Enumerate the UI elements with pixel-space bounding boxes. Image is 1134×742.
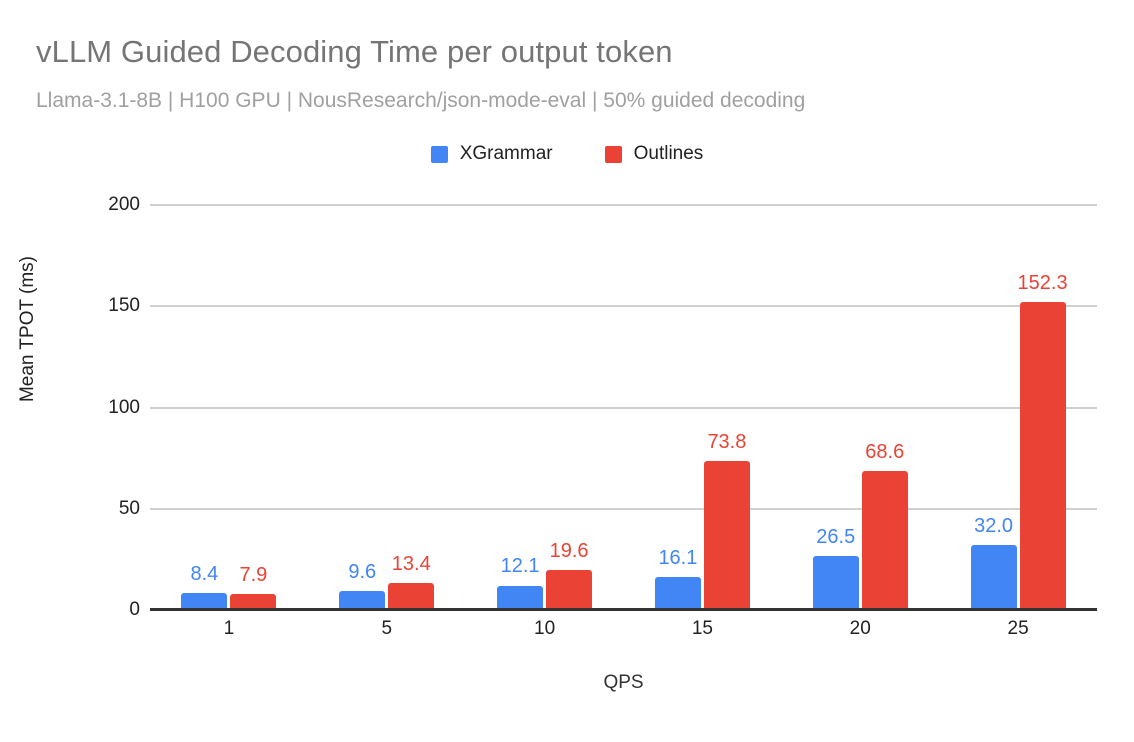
y-axis-tick-label: 50 — [118, 497, 140, 519]
bar-outlines-20[interactable] — [861, 471, 908, 610]
bar-value-label: 32.0 — [974, 515, 1014, 538]
y-axis-tick-label: 0 — [129, 599, 140, 620]
plot-area: 8.4 7.9 9.6 13.4 12.1 19.6 16.1 73.8 26.5 68.6 32.… — [150, 204, 1097, 610]
legend-item-xgrammar[interactable]: XGrammar — [430, 143, 553, 165]
chart-legend: XGrammar Outlines — [0, 143, 1134, 165]
gridline — [150, 507, 1097, 510]
legend-swatch-xgrammar — [430, 145, 448, 163]
x-axis-tick-label: 10 — [534, 618, 556, 639]
x-axis-tick-label: 20 — [849, 618, 871, 639]
legend-swatch-outlines — [604, 145, 622, 163]
bar-value-label: 73.8 — [707, 430, 747, 453]
legend-item-outlines[interactable]: Outlines — [604, 143, 704, 165]
bar-value-label: 26.5 — [816, 526, 856, 549]
y-axis-ticks: 0 50 100 150 200 — [0, 0, 150, 742]
x-axis-line — [150, 608, 1097, 611]
y-axis-tick-label: 150 — [108, 295, 140, 317]
bar-value-label: 9.6 — [348, 560, 377, 583]
y-axis-tick-label: 200 — [108, 194, 140, 215]
bar-outlines-10[interactable] — [546, 570, 593, 610]
bar-outlines-15[interactable] — [703, 460, 750, 610]
x-axis-tick-label: 1 — [223, 618, 235, 639]
gridline — [150, 305, 1097, 308]
x-axis-tick-label: 25 — [1007, 618, 1029, 639]
chart-subtitle: Llama-3.1-8B | H100 GPU | NousResearch/j… — [36, 89, 806, 112]
y-axis-tick-label: 100 — [108, 396, 140, 418]
x-axis-tick-label: 15 — [691, 618, 713, 639]
gridline — [150, 406, 1097, 409]
bar-xgrammar-15[interactable] — [654, 577, 701, 610]
legend-label-xgrammar: XGrammar — [459, 143, 553, 164]
bar-outlines-5[interactable] — [388, 582, 435, 610]
bar-value-label: 68.6 — [865, 441, 905, 464]
bar-value-label: 7.9 — [239, 564, 268, 586]
bar-outlines-25[interactable] — [1019, 301, 1066, 610]
bar-xgrammar-5[interactable] — [339, 590, 386, 610]
bar-value-label: 16.1 — [658, 547, 698, 570]
bar-xgrammar-20[interactable] — [812, 556, 859, 610]
bar-xgrammar-1[interactable] — [181, 593, 228, 610]
chart-title: vLLM Guided Decoding Time per output tok… — [36, 34, 673, 69]
y-axis-title: Mean TPOT (ms) — [17, 255, 38, 403]
bar-outlines-1[interactable] — [230, 594, 277, 610]
bar-value-label: 152.3 — [1017, 271, 1068, 294]
bar-xgrammar-25[interactable] — [970, 545, 1017, 610]
x-axis-ticks: 1 5 10 15 20 25 — [150, 618, 1097, 652]
x-axis-title: QPS — [603, 672, 644, 693]
bar-value-label: 19.6 — [549, 540, 589, 563]
x-axis-tick-label: 5 — [381, 618, 393, 639]
bar-value-label: 12.1 — [500, 555, 540, 578]
gridline — [150, 204, 1097, 206]
bar-value-label: 13.4 — [391, 552, 431, 575]
bar-value-label: 8.4 — [190, 562, 219, 585]
bar-xgrammar-10[interactable] — [497, 585, 544, 610]
legend-label-outlines: Outlines — [633, 143, 704, 164]
